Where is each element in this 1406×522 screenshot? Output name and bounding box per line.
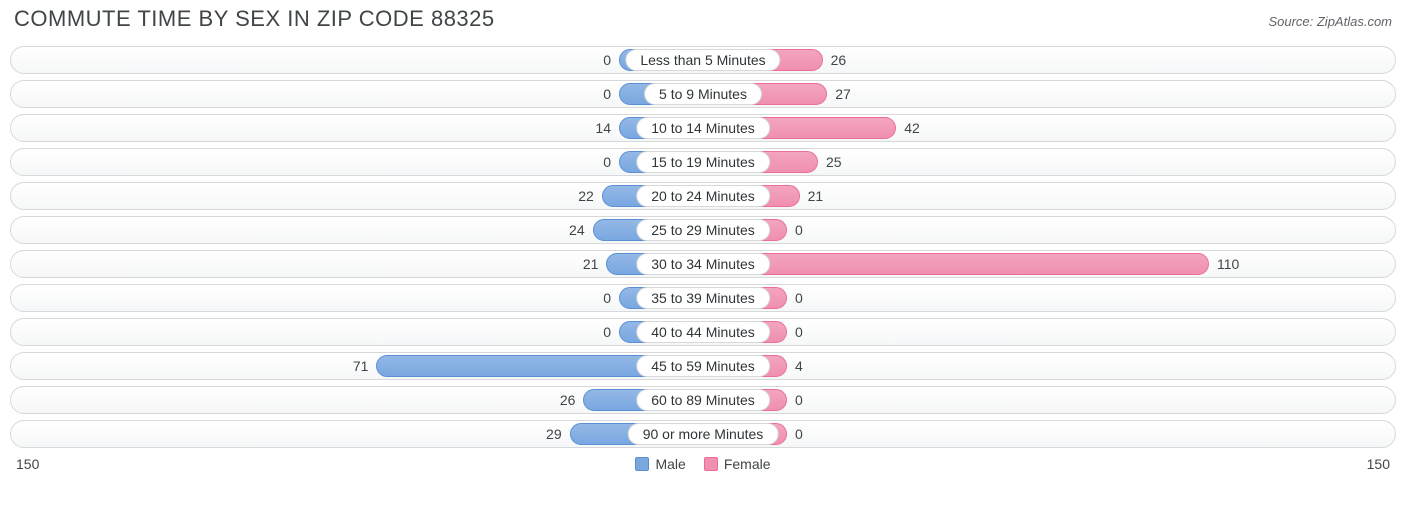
legend-swatch [704, 457, 718, 471]
data-row: 24 0 25 to 29 Minutes [10, 216, 1396, 244]
female-value: 26 [831, 48, 847, 72]
male-value: 71 [353, 354, 369, 378]
female-value: 0 [795, 388, 803, 412]
data-row: 0 0 40 to 44 Minutes [10, 318, 1396, 346]
data-row: 26 0 60 to 89 Minutes [10, 386, 1396, 414]
female-value: 0 [795, 422, 803, 446]
category-label: 45 to 59 Minutes [636, 355, 770, 377]
male-value: 0 [603, 48, 611, 72]
male-value: 14 [595, 116, 611, 140]
axis-max-right: 150 [1367, 456, 1390, 472]
legend: Male Female [635, 456, 770, 472]
data-row: 0 0 35 to 39 Minutes [10, 284, 1396, 312]
category-label: 10 to 14 Minutes [636, 117, 770, 139]
female-value: 27 [835, 82, 851, 106]
legend-label: Female [724, 456, 771, 472]
male-value: 29 [546, 422, 562, 446]
male-value: 0 [603, 286, 611, 310]
axis-max-left: 150 [16, 456, 39, 472]
female-value: 21 [808, 184, 824, 208]
female-bar [703, 253, 1209, 275]
category-label: 60 to 89 Minutes [636, 389, 770, 411]
female-value: 42 [904, 116, 920, 140]
legend-item: Female [704, 456, 771, 472]
data-row: 71 4 45 to 59 Minutes [10, 352, 1396, 380]
legend-swatch [635, 457, 649, 471]
chart-header: COMMUTE TIME BY SEX IN ZIP CODE 88325 So… [10, 0, 1396, 46]
data-row: 0 27 5 to 9 Minutes [10, 80, 1396, 108]
chart-rows: 0 26 Less than 5 Minutes 0 27 5 to 9 Minutes 1… [10, 46, 1396, 448]
data-row: 0 25 15 to 19 Minutes [10, 148, 1396, 176]
category-label: 90 or more Minutes [628, 423, 779, 445]
female-value: 0 [795, 286, 803, 310]
female-value: 0 [795, 218, 803, 242]
data-row: 29 0 90 or more Minutes [10, 420, 1396, 448]
category-label: 25 to 29 Minutes [636, 219, 770, 241]
category-label: 30 to 34 Minutes [636, 253, 770, 275]
category-label: 35 to 39 Minutes [636, 287, 770, 309]
male-value: 24 [569, 218, 585, 242]
male-value: 0 [603, 82, 611, 106]
category-label: Less than 5 Minutes [625, 49, 780, 71]
category-label: 20 to 24 Minutes [636, 185, 770, 207]
male-value: 26 [560, 388, 576, 412]
chart-title: COMMUTE TIME BY SEX IN ZIP CODE 88325 [14, 6, 495, 32]
male-value: 0 [603, 150, 611, 174]
legend-item: Male [635, 456, 685, 472]
commute-butterfly-chart: COMMUTE TIME BY SEX IN ZIP CODE 88325 So… [0, 0, 1406, 478]
male-value: 22 [578, 184, 594, 208]
male-value: 0 [603, 320, 611, 344]
female-value: 4 [795, 354, 803, 378]
category-label: 5 to 9 Minutes [644, 83, 762, 105]
chart-source: Source: ZipAtlas.com [1268, 14, 1392, 29]
female-value: 25 [826, 150, 842, 174]
female-value: 110 [1217, 252, 1239, 276]
data-row: 22 21 20 to 24 Minutes [10, 182, 1396, 210]
category-label: 40 to 44 Minutes [636, 321, 770, 343]
legend-label: Male [655, 456, 685, 472]
chart-footer: 150 Male Female 150 [10, 454, 1396, 478]
female-value: 0 [795, 320, 803, 344]
data-row: 0 26 Less than 5 Minutes [10, 46, 1396, 74]
data-row: 14 42 10 to 14 Minutes [10, 114, 1396, 142]
male-value: 21 [583, 252, 599, 276]
data-row: 21 110 30 to 34 Minutes [10, 250, 1396, 278]
category-label: 15 to 19 Minutes [636, 151, 770, 173]
